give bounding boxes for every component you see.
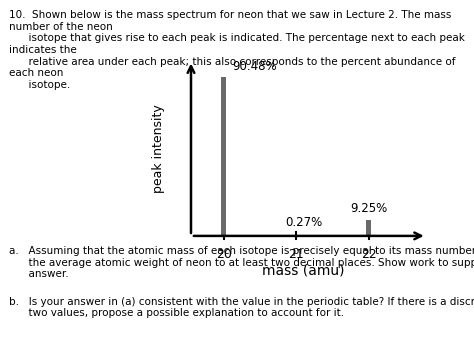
Text: 21: 21 <box>288 248 304 261</box>
Text: 10.  Shown below is the mass spectrum for neon that we saw in Lecture 2. The mas: 10. Shown below is the mass spectrum for… <box>9 10 465 90</box>
Text: b.   Is your answer in (a) consistent with the value in the periodic table? If t: b. Is your answer in (a) consistent with… <box>9 297 474 318</box>
Text: 20: 20 <box>216 248 232 261</box>
Text: a.   Assuming that the atomic mass of each isotope is precisely equal to its mas: a. Assuming that the atomic mass of each… <box>9 246 474 279</box>
Text: 22: 22 <box>361 248 376 261</box>
Bar <box>366 220 371 236</box>
Text: 0.27%: 0.27% <box>285 216 322 229</box>
Text: mass (amu): mass (amu) <box>262 264 345 278</box>
Text: peak intensity: peak intensity <box>152 104 165 193</box>
Bar <box>221 78 226 236</box>
Text: 90.48%: 90.48% <box>232 60 277 73</box>
Text: 9.25%: 9.25% <box>350 202 388 215</box>
